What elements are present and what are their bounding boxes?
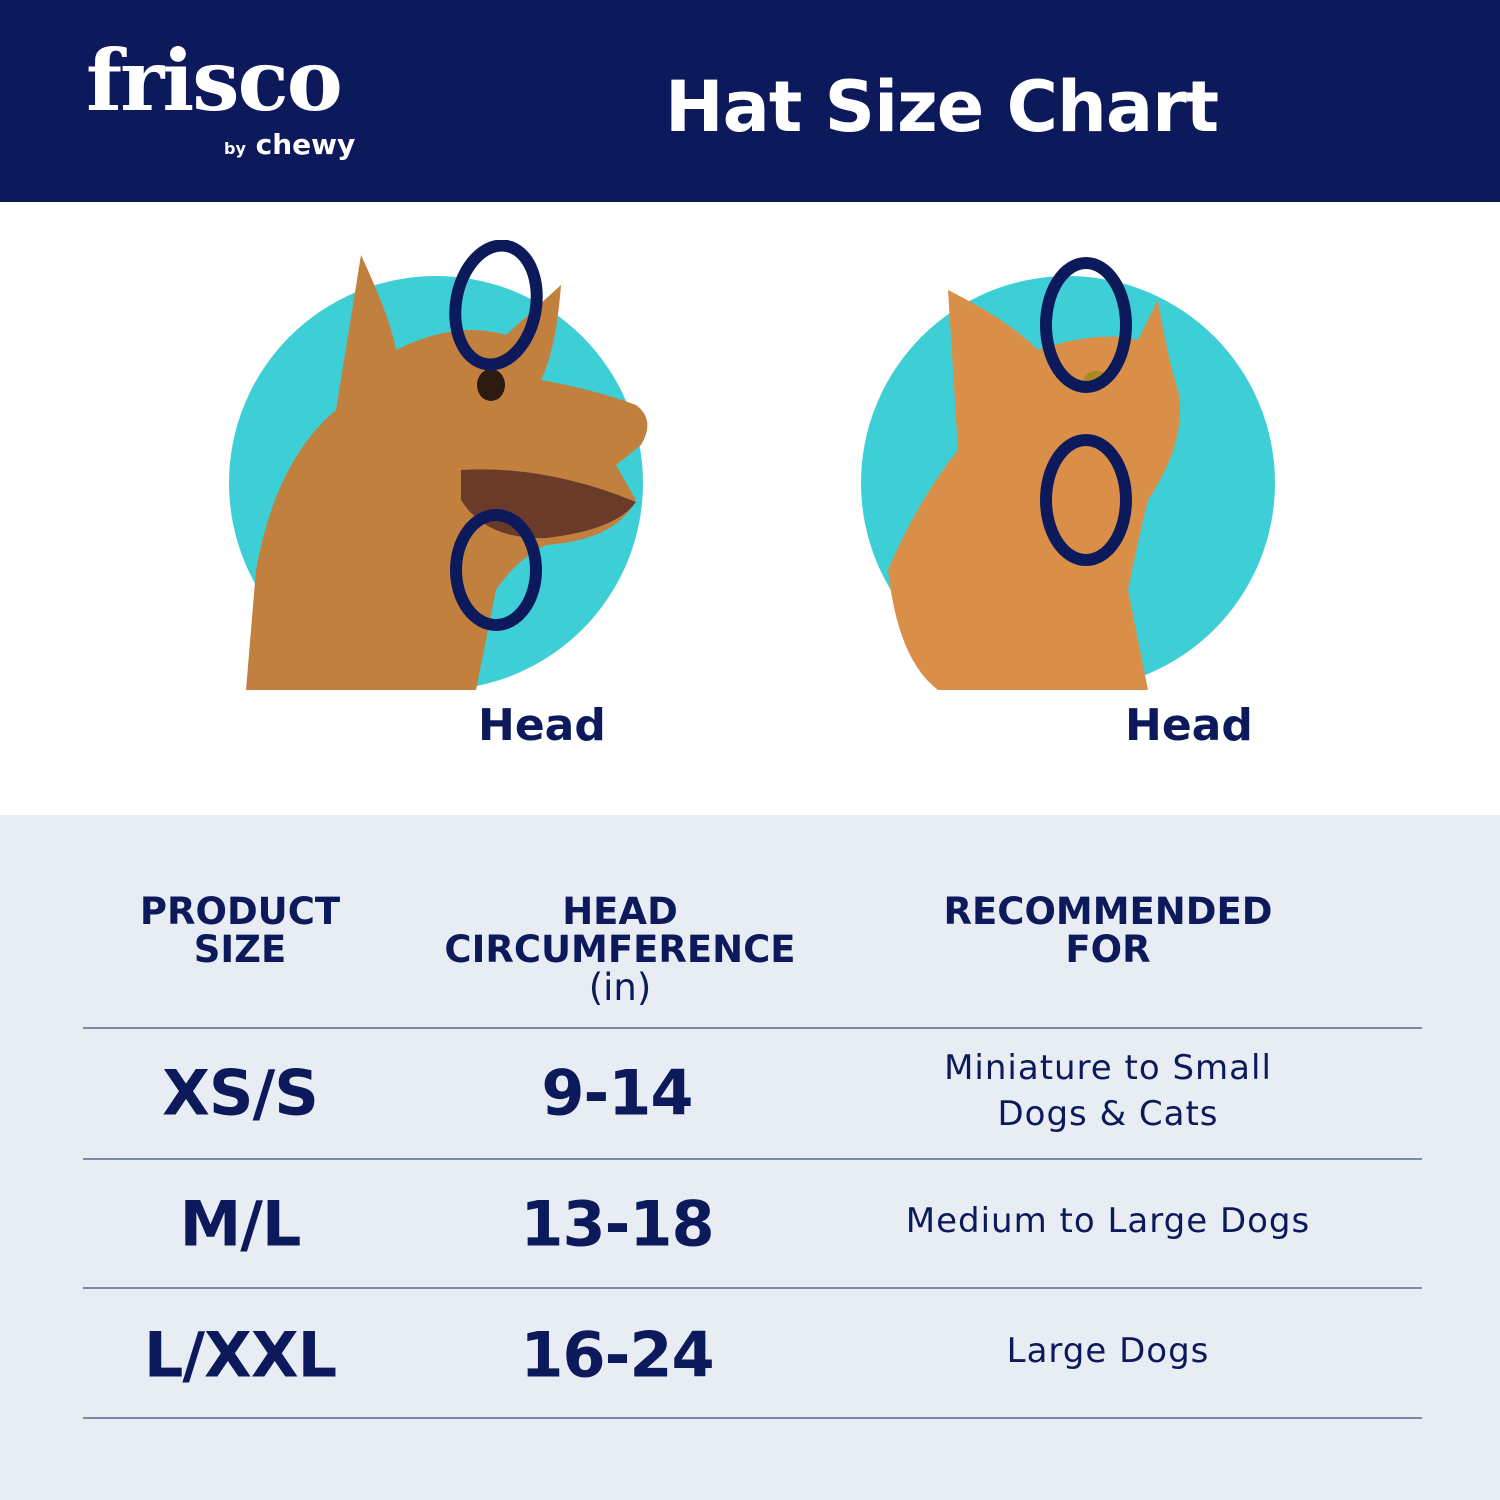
header-head-circumference: HEAD CIRCUMFERENCE (in) [444,890,796,1009]
measure-arrow-top [449,240,543,371]
dog-silhouette [246,255,648,690]
brand-chewy: chewy [255,128,356,161]
dog-eye [477,369,505,401]
dog-head-label: Head [478,700,606,751]
row-size: XS/S [162,1056,319,1130]
row-circumference: 9-14 [541,1056,693,1130]
row-circumference: 13-18 [520,1187,714,1261]
measure-arrow-top [1040,257,1132,393]
row-size: L/XXL [143,1318,337,1392]
dog-head-illustration [229,240,648,690]
frisco-logo: frisco by chewy [86,31,355,162]
divider [83,1158,1422,1160]
row-recommended: Medium to Large Dogs [905,1201,1311,1241]
row-size: M/L [179,1187,302,1261]
header-recommended-for: RECOMMENDED FOR [943,890,1273,971]
row-recommended: Miniature to Small Dogs & Cats [944,1048,1272,1134]
divider [83,1027,1422,1029]
cat-silhouette [888,290,1180,690]
page-title: Hat Size Chart [665,66,1219,148]
row-circumference: 16-24 [520,1318,714,1392]
measure-arrow-bottom [1040,434,1132,566]
header-product-size: PRODUCT SIZE [139,890,341,971]
brand-name: frisco [86,31,343,130]
cat-head-label: Head [1125,700,1253,751]
brand-by: by [224,139,246,158]
divider [83,1287,1422,1289]
measure-arrow-bottom [450,509,542,631]
row-recommended: Large Dogs [1006,1331,1210,1371]
size-table: PRODUCT SIZE HEAD CIRCUMFERENCE (in) RECOMM… [0,815,1500,1500]
brand-sub: by chewy [224,128,355,161]
divider [83,1417,1422,1419]
cat-head-illustration [861,257,1275,690]
header-banner: frisco by chewy Hat Size Chart [0,0,1500,202]
